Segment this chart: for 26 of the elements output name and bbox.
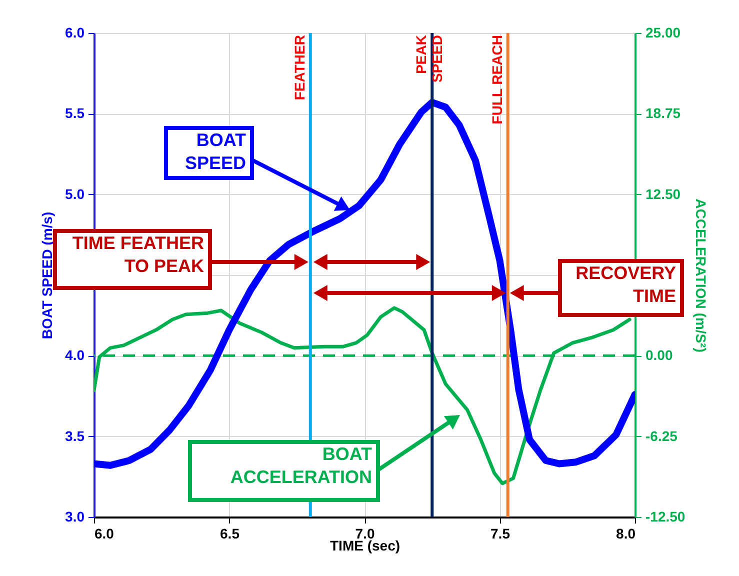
- y2-tick-label: 25.00: [646, 24, 681, 40]
- ref-line-label: FEATHER: [291, 35, 308, 100]
- x-tick-label: 6.5: [220, 526, 240, 542]
- ref-line-label: FULL REACH: [488, 35, 505, 124]
- y-tick-label: 5.5: [65, 105, 85, 122]
- x-tick-label: 6.0: [94, 526, 114, 542]
- y-tick-label: 3.5: [65, 428, 85, 444]
- y-tick-label: 5.0: [65, 186, 85, 202]
- y2-tick-label: 12.50: [646, 186, 681, 202]
- text: BOAT SPEED: [184, 130, 246, 173]
- y2-tick-label: -12.50: [646, 508, 686, 524]
- y-axis-title: BOAT SPEED (m/s): [39, 212, 56, 340]
- y-tick-label: 6.0: [65, 24, 85, 40]
- y2-axis-title: ACCELERATION (m/S²): [693, 198, 710, 352]
- annotation: RECOVERY TIME: [576, 263, 676, 306]
- y2-tick-label: 18.75: [646, 105, 681, 122]
- y-tick-label: 4.0: [65, 347, 85, 364]
- text: BOAT ACCELERATION: [230, 444, 372, 487]
- y-tick-label: 3.0: [65, 508, 85, 524]
- ref-line-label: PEAK SPEED: [413, 35, 446, 82]
- y2-tick-label: 0.00: [646, 347, 673, 364]
- x-tick-label: 8.0: [616, 526, 636, 542]
- x-tick-label: 7.5: [490, 526, 510, 542]
- y2-tick-label: -6.25: [646, 428, 678, 444]
- annotation: TIME FEATHER TO PEAK: [72, 233, 204, 276]
- line-series: [94, 306, 632, 486]
